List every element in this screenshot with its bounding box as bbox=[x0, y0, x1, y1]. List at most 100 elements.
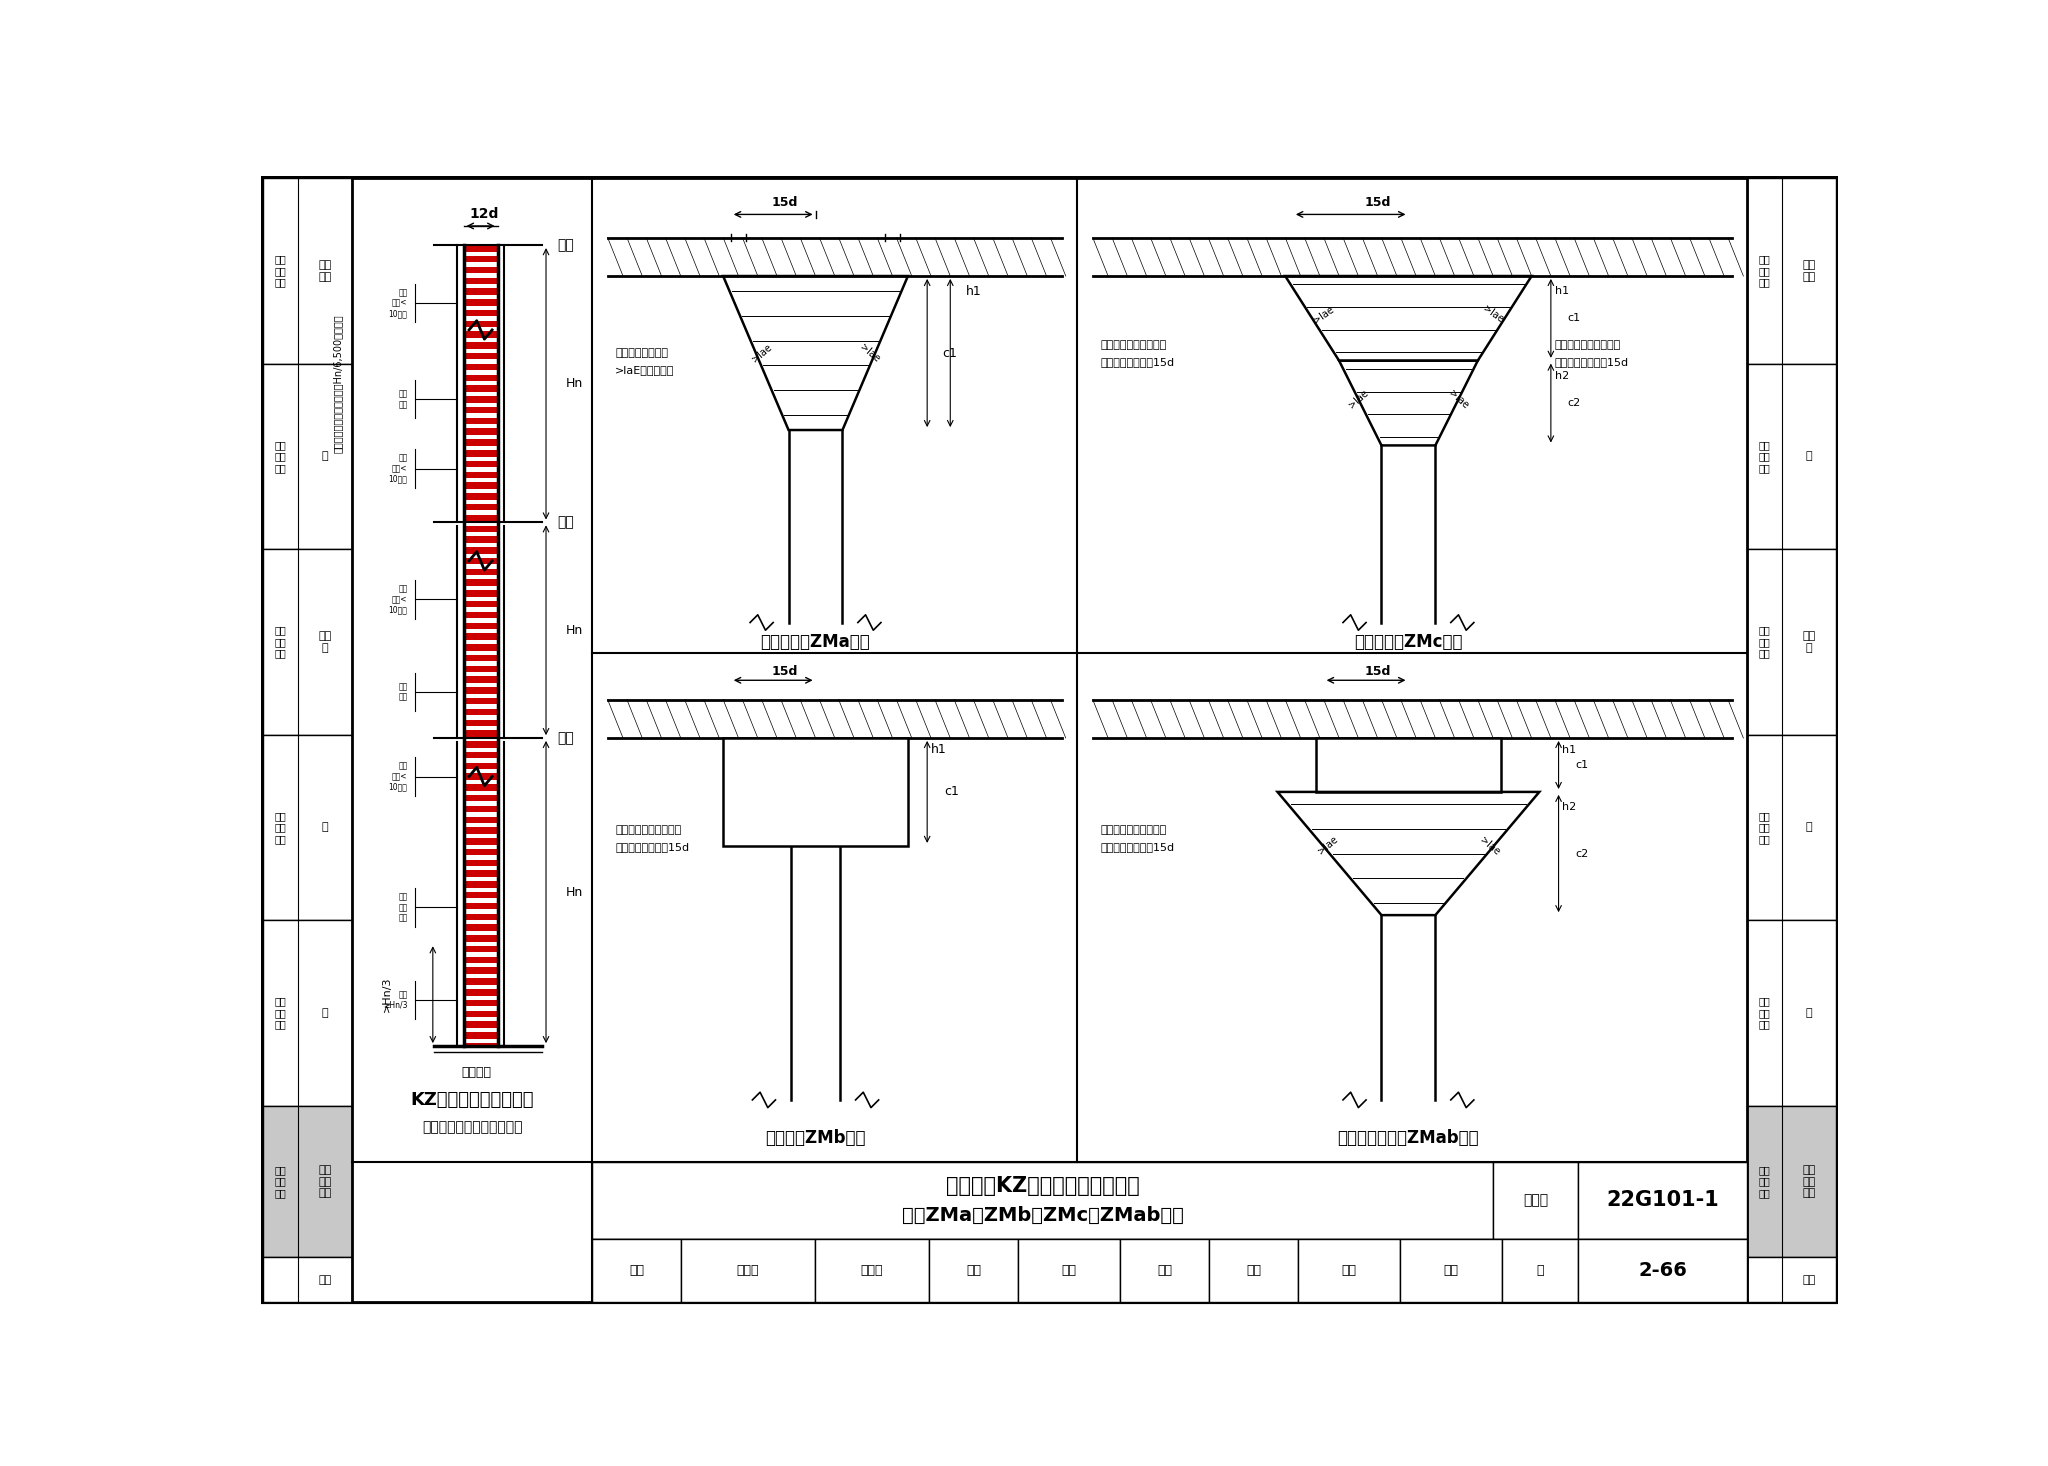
Bar bbox=[463, 375, 498, 381]
Text: c1: c1 bbox=[1569, 314, 1581, 324]
Bar bbox=[1018, 1239, 1120, 1302]
Bar bbox=[463, 277, 498, 284]
Bar bbox=[592, 1239, 682, 1302]
Text: 15d: 15d bbox=[772, 664, 799, 677]
Bar bbox=[463, 655, 498, 661]
Text: >lae: >lae bbox=[1315, 834, 1339, 858]
Text: 楼面: 楼面 bbox=[557, 732, 573, 745]
Bar bbox=[463, 935, 498, 941]
Bar bbox=[592, 1161, 1493, 1239]
Text: 梁: 梁 bbox=[1806, 822, 1812, 833]
Bar bbox=[1747, 364, 1835, 550]
Text: 设计: 设计 bbox=[1245, 1264, 1262, 1277]
Text: 标准
构造
详图: 标准 构造 详图 bbox=[274, 255, 287, 287]
Bar bbox=[463, 795, 498, 802]
Bar bbox=[463, 289, 498, 295]
Text: >lae: >lae bbox=[750, 342, 774, 364]
Text: 楼面: 楼面 bbox=[557, 516, 573, 529]
Text: 嵌固部位: 嵌固部位 bbox=[461, 1066, 492, 1079]
Text: 图集号: 图集号 bbox=[1524, 1193, 1548, 1207]
Bar bbox=[463, 903, 498, 909]
Bar bbox=[463, 676, 498, 683]
Bar bbox=[264, 179, 352, 364]
Text: >lae: >lae bbox=[858, 342, 881, 364]
Text: 梁: 梁 bbox=[322, 822, 328, 833]
Bar bbox=[463, 957, 498, 963]
Text: 箍长
不应<
10倍径: 箍长 不应< 10倍径 bbox=[389, 585, 408, 614]
Bar bbox=[463, 482, 498, 488]
Bar bbox=[463, 493, 498, 500]
Bar bbox=[463, 450, 498, 456]
Bar bbox=[264, 550, 352, 734]
Text: 柱帽ZMa、ZMb、ZMc、ZMab构造: 柱帽ZMa、ZMb、ZMc、ZMab构造 bbox=[901, 1207, 1184, 1226]
Text: 弯折，弯折段长度15d: 弯折，弯折段长度15d bbox=[1100, 358, 1176, 368]
Bar bbox=[1120, 1239, 1208, 1302]
Bar bbox=[463, 309, 498, 317]
Bar bbox=[723, 737, 907, 846]
Text: 不能满足时，伸至板顶: 不能满足时，伸至板顶 bbox=[1554, 340, 1620, 350]
Bar bbox=[463, 504, 498, 510]
Text: 伸入板中直线长度: 伸入板中直线长度 bbox=[614, 347, 668, 358]
Bar bbox=[463, 428, 498, 435]
Text: 其他
相关
构造: 其他 相关 构造 bbox=[317, 1165, 332, 1198]
Bar bbox=[463, 245, 498, 252]
Text: 屋面: 屋面 bbox=[557, 237, 573, 252]
Text: 箍长
变径: 箍长 变径 bbox=[397, 682, 408, 702]
Text: c2: c2 bbox=[1575, 849, 1589, 859]
Bar bbox=[463, 460, 498, 468]
Text: 柱: 柱 bbox=[322, 452, 328, 462]
Text: 12d: 12d bbox=[469, 207, 500, 221]
Text: 无梁楼盖KZ纵向钢筋及箍筋构造: 无梁楼盖KZ纵向钢筋及箍筋构造 bbox=[946, 1176, 1139, 1196]
Bar bbox=[1577, 1161, 1747, 1239]
Text: c1: c1 bbox=[944, 786, 958, 799]
Bar bbox=[1747, 179, 1835, 1302]
Text: 变倾角柱帽ZMc构造: 变倾角柱帽ZMc构造 bbox=[1354, 633, 1462, 651]
Text: 标准
构造
详图: 标准 构造 详图 bbox=[274, 1165, 287, 1198]
Text: c2: c2 bbox=[1569, 399, 1581, 408]
Text: 箍长
不应<
10倍径: 箍长 不应< 10倍径 bbox=[389, 453, 408, 484]
Text: 一般
构造: 一般 构造 bbox=[317, 259, 332, 281]
Text: 页: 页 bbox=[1536, 1264, 1544, 1277]
Text: 其他
相关
构造: 其他 相关 构造 bbox=[1802, 1165, 1815, 1198]
Bar bbox=[463, 925, 498, 931]
Text: h1: h1 bbox=[967, 284, 981, 298]
Bar bbox=[264, 1258, 352, 1302]
Text: >lae: >lae bbox=[1481, 303, 1505, 325]
Bar bbox=[1747, 1105, 1835, 1258]
Bar bbox=[463, 817, 498, 822]
Bar bbox=[930, 1239, 1018, 1302]
Bar bbox=[1501, 1239, 1577, 1302]
Bar bbox=[463, 946, 498, 953]
Text: 标准
构造
详图: 标准 构造 详图 bbox=[1759, 811, 1769, 844]
Bar bbox=[463, 849, 498, 855]
Text: 标准
构造
详图: 标准 构造 详图 bbox=[1759, 255, 1769, 287]
Text: 22G101-1: 22G101-1 bbox=[1606, 1190, 1718, 1209]
Text: 剪力
墙: 剪力 墙 bbox=[317, 632, 332, 652]
Text: 架品: 架品 bbox=[1444, 1264, 1458, 1277]
Text: h1: h1 bbox=[1563, 745, 1577, 755]
Bar bbox=[1493, 1161, 1577, 1239]
Bar bbox=[264, 921, 352, 1105]
Bar bbox=[463, 601, 498, 607]
Bar bbox=[463, 257, 498, 262]
Bar bbox=[463, 537, 498, 542]
Bar bbox=[592, 1239, 1747, 1302]
Text: 2-66: 2-66 bbox=[1638, 1261, 1688, 1280]
Text: 军成: 军成 bbox=[1157, 1264, 1171, 1277]
Text: 标准
构造
详图: 标准 构造 详图 bbox=[274, 626, 287, 658]
Bar bbox=[1747, 179, 1835, 364]
Bar bbox=[463, 742, 498, 748]
Bar bbox=[463, 525, 498, 532]
Text: 15d: 15d bbox=[1364, 664, 1391, 677]
Text: （用于支承无梁楼盖的柱）: （用于支承无梁楼盖的柱） bbox=[422, 1120, 522, 1133]
Bar bbox=[1317, 737, 1501, 792]
Text: >lae: >lae bbox=[1446, 388, 1470, 410]
Bar bbox=[463, 881, 498, 888]
Text: 审核: 审核 bbox=[629, 1264, 645, 1277]
Bar bbox=[463, 871, 498, 877]
Text: 倾角联托板柱帽ZMab构造: 倾角联托板柱帽ZMab构造 bbox=[1337, 1129, 1479, 1148]
Text: 不能满足时，伸至板顶: 不能满足时，伸至板顶 bbox=[614, 825, 682, 836]
Bar bbox=[463, 666, 498, 671]
Text: 箍长
不应<
10倍径: 箍长 不应< 10倍径 bbox=[389, 289, 408, 318]
Bar bbox=[1747, 921, 1835, 1105]
